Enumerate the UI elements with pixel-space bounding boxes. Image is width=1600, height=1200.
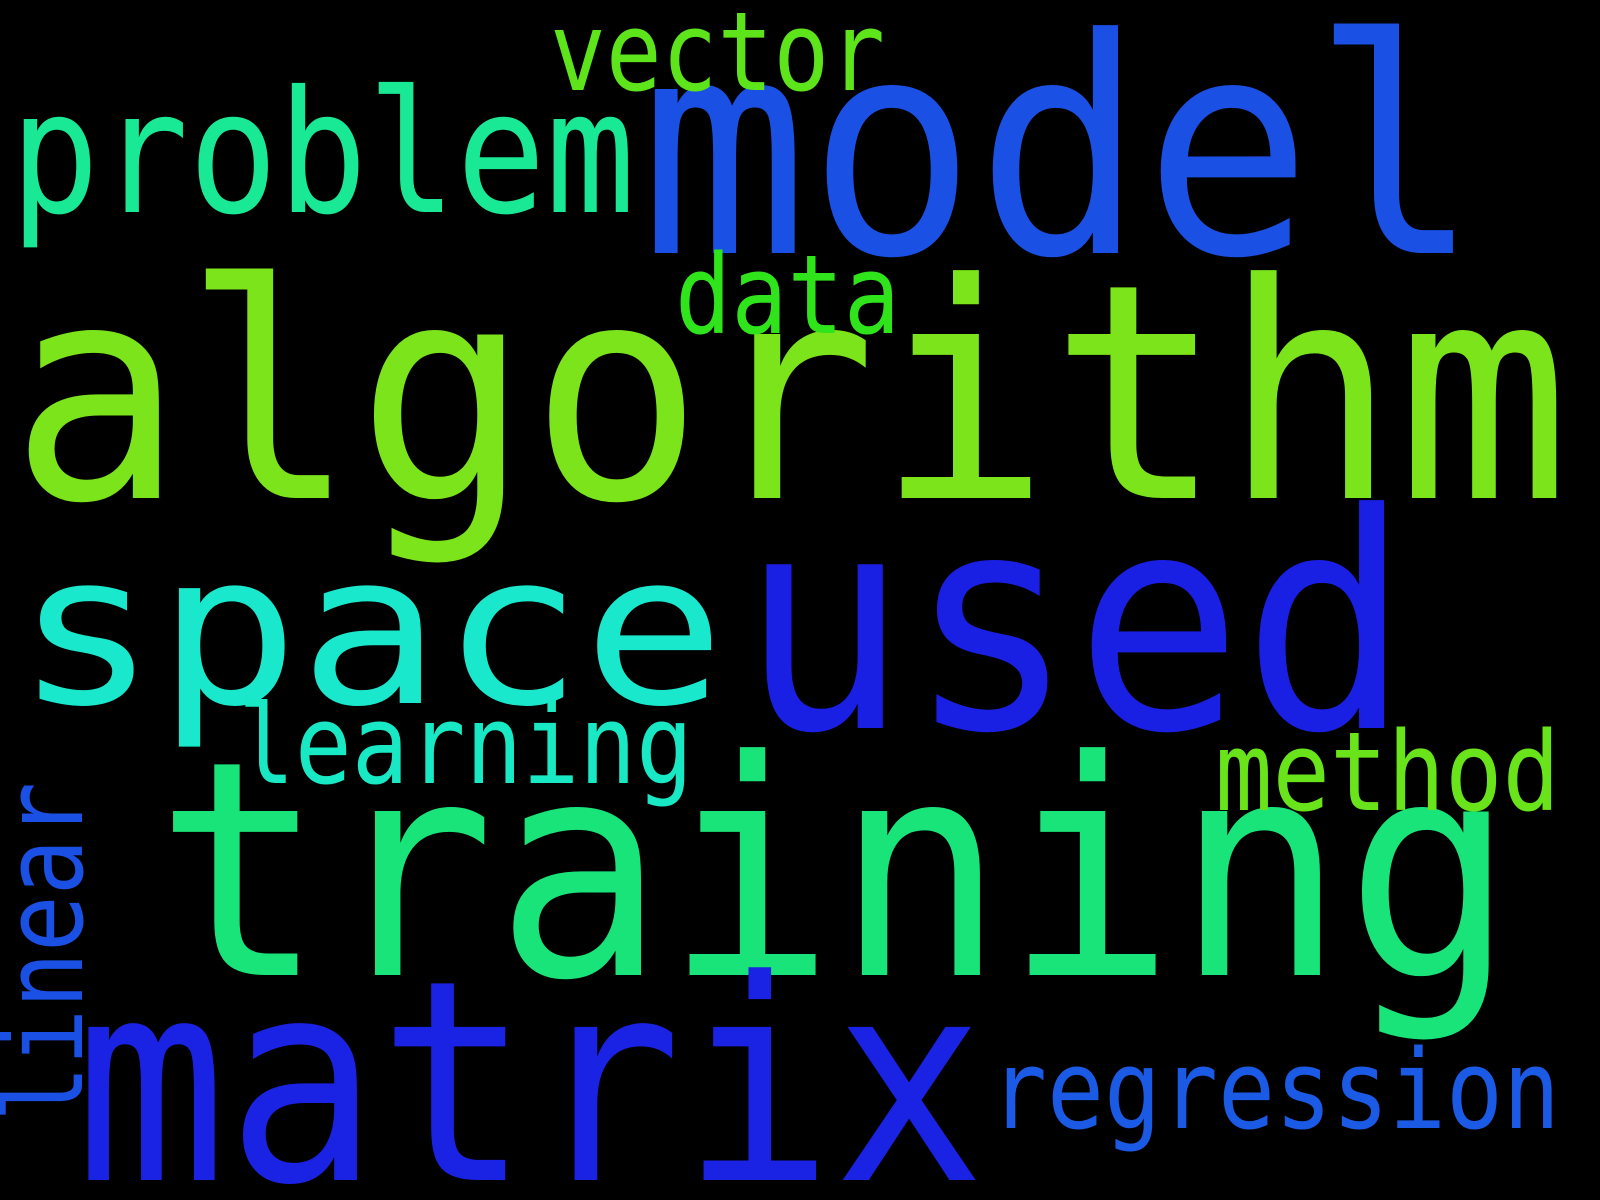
word-vector: vector [550, 0, 910, 116]
word-method-text: method [1215, 708, 1560, 836]
word-problem: problem [10, 55, 660, 260]
word-problem-text: problem [10, 55, 635, 253]
word-regression: regression [990, 1026, 1590, 1170]
word-matrix: matrix [75, 921, 1015, 1200]
word-learning: learning [238, 681, 708, 820]
word-data-text: data [675, 231, 900, 359]
word-vector-text: vector [550, 0, 885, 116]
word-model-text: model [640, 0, 1480, 324]
word-training: training [155, 697, 1535, 1080]
word-method: method [1215, 708, 1585, 836]
word-used-text: used [740, 450, 1410, 799]
word-regression-text: regression [990, 1026, 1560, 1154]
word-used: used [740, 450, 1440, 799]
word-linear: linear [0, 780, 108, 1130]
word-linear-text: linear [0, 782, 108, 1122]
word-learning-text: learning [238, 681, 693, 809]
word-training-text: training [155, 697, 1515, 1046]
word-model: model [640, 0, 1500, 324]
word-algorithm-text: algorithm [10, 220, 1570, 569]
word-algorithm: algorithm [10, 220, 1580, 570]
word-space-text: space [15, 508, 725, 753]
word-matrix-text: matrix [75, 921, 985, 1200]
word-data: data [675, 231, 935, 359]
word-space: space [15, 508, 755, 785]
